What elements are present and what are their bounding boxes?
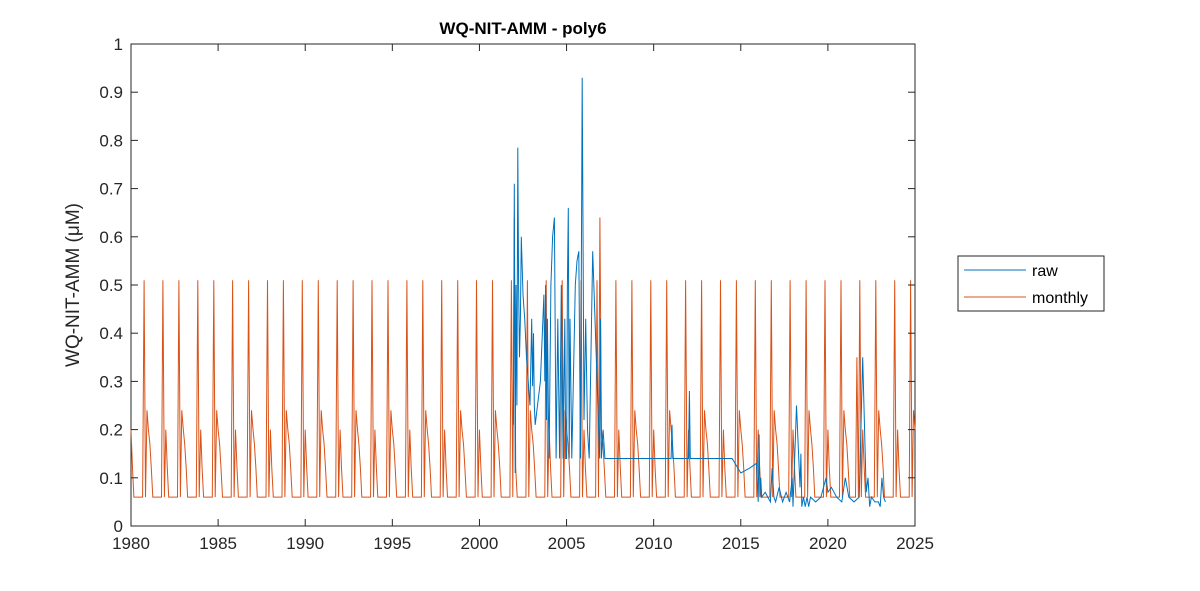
y-tick-label: 0.4: [99, 324, 123, 343]
x-tick-label: 2005: [548, 534, 586, 553]
x-tick-label: 1995: [373, 534, 411, 553]
y-axis-label: WQ-NIT-AMM (μM): [63, 203, 84, 367]
plot-area: 1980 1985 1990 1995 2000 2005 2010 2015 2020 2025…: [99, 35, 934, 553]
x-tick-label: 2000: [461, 534, 499, 553]
y-tick-label: 0.9: [99, 83, 123, 102]
y-tick-label: 0: [114, 517, 123, 536]
chart-title: WQ-NIT-AMM - poly6: [439, 19, 606, 38]
y-tick-label: 0.5: [99, 276, 123, 295]
x-tick-label: 2025: [896, 534, 934, 553]
y-tick-label: 0.6: [99, 228, 123, 247]
legend-label-raw: raw: [1032, 263, 1058, 280]
x-tick-label: 2015: [722, 534, 760, 553]
tick-layer: 1980 1985 1990 1995 2000 2005 2010 2015 2020 2025…: [99, 35, 934, 553]
legend-label-monthly: monthly: [1032, 290, 1088, 307]
y-tick-label: 0.3: [99, 372, 123, 391]
legend-box: [957, 255, 1105, 312]
x-tick-label: 1990: [286, 534, 324, 553]
y-tick-label: 0.1: [99, 469, 123, 488]
y-tick-label: 0.7: [99, 180, 123, 199]
x-tick-label: 1980: [112, 534, 150, 553]
series-line-raw: [512, 77, 886, 507]
x-tick-label: 2010: [635, 534, 673, 553]
x-tick-label: 1985: [199, 534, 237, 553]
y-tick-label: 0.8: [99, 131, 123, 150]
x-tick-label: 2020: [809, 534, 847, 553]
legend: raw monthly: [957, 255, 1105, 312]
y-tick-label: 0.2: [99, 421, 123, 440]
series-layer: [130, 77, 916, 507]
y-tick-label: 1: [114, 35, 123, 54]
